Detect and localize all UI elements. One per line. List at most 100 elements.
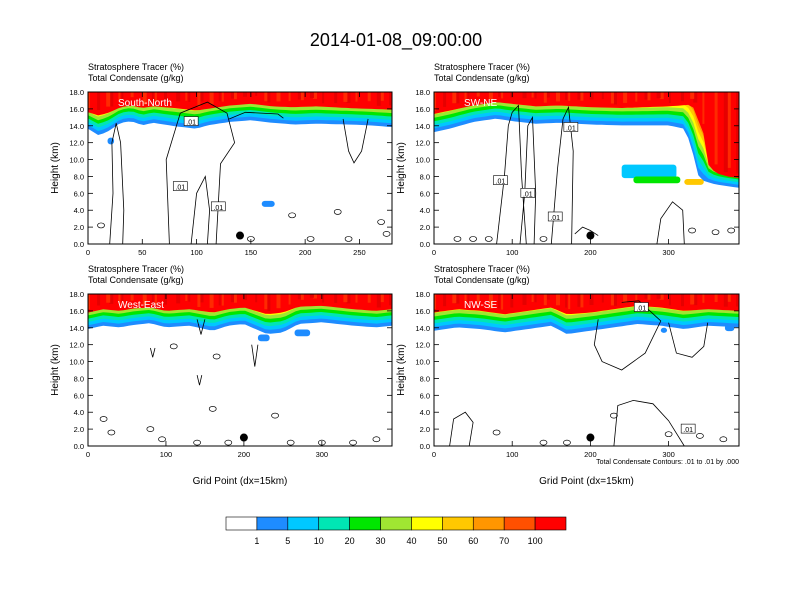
tracer-streak [498,294,501,309]
condensate-contour [288,212,296,219]
panel-3: West-East Stratosphere Tracer (%)Total Co… [50,264,393,487]
tracer-streak [681,92,684,102]
contour-footnote: Total Condensate Contours: .01 to .01 by… [596,459,739,466]
y-axis-label: Height (km) [396,344,407,396]
tracer-streak [614,92,617,105]
panel-title-condensate: Total Condensate (g/kg) [434,73,530,83]
tracer-streak [635,294,638,301]
condensate-contour [539,439,548,446]
tracer-streak [200,92,204,102]
tracer-streak [434,294,436,310]
tracer-streak [467,92,470,100]
tracer-streak [501,92,504,99]
x-tick-label: 200 [238,450,251,459]
contour-label: .01 [683,427,693,434]
tracer-streak [714,294,718,302]
tracer-streak [736,92,738,174]
tracer-streak [556,92,560,102]
tracer-streak [221,294,224,306]
tracer-streak [154,92,157,103]
x-tick-label: 0 [86,248,90,257]
condensate-contour [333,209,342,215]
contour-label: .01 [496,179,506,186]
colorbar-label: 50 [437,536,447,546]
tracer-streak [164,294,167,305]
y-tick-label: 12.0 [415,139,430,148]
y-tick-label: 12.0 [69,341,84,350]
tracer-streak [693,294,698,306]
y-tick-label: 10.0 [69,156,84,165]
tracer-patch [257,334,270,342]
y-tick-label: 0.0 [74,240,84,249]
tracer-streak [434,92,436,111]
colorbar-swatch [318,516,350,531]
tracer-streak [736,294,738,307]
tracer-streak [534,294,537,303]
contour-label-box [210,201,226,212]
tracer-streak [367,294,371,303]
tracer-streak [176,294,181,304]
tracer-streak [577,294,581,307]
tracer-streak [656,92,661,99]
tracer-streak [106,92,111,107]
y-tick-label: 0.0 [74,442,84,451]
colorbar-swatch [256,516,289,531]
tracer-streak [726,294,731,302]
tracer-streak [580,92,584,101]
colorbar-label: 70 [499,536,509,546]
tracer-streak [176,92,181,102]
section-label: NW-SE [464,300,497,311]
tracer-streak [702,294,705,303]
colorbar-swatch [534,516,567,531]
tracer-streak [452,92,457,104]
plot-frame [87,91,393,245]
tracer-streak [476,294,480,303]
location-marker [586,433,595,442]
contour-label: .01 [550,215,560,222]
tracer-streak [300,294,304,300]
colorbar-label: 60 [468,536,478,546]
tracer-streak [118,92,121,101]
condensate-contour [550,105,574,244]
tracer-streak [589,92,594,100]
tracer-streak [610,294,614,306]
tracer-streak [659,92,664,100]
tracer-streak [568,92,571,101]
tracer-streak [723,294,728,307]
tracer-streak [568,294,571,310]
location-marker [239,433,248,442]
plot-area: South-North .01 .01 .01 [88,92,392,244]
tracer-streak [243,92,247,97]
tracer-streak [543,294,547,306]
tracer-streak [601,92,604,100]
y-tick-label: 16.0 [69,105,84,114]
colorbar-swatch [349,516,381,531]
condensate-contour [150,347,156,358]
colorbar-swatch [411,516,443,531]
plot-frame [87,293,393,447]
tracer-streak [702,92,705,124]
panel-title-condensate: Total Condensate (g/kg) [88,73,184,83]
condensate-contour [342,118,369,164]
condensate-contour [169,343,178,350]
y-tick-label: 2.0 [74,425,84,434]
y-tick-label: 0.0 [420,240,430,249]
tracer-streak [367,92,371,102]
tracer-streak [376,92,381,106]
y-tick-label: 2.0 [420,223,430,232]
tracer-streak [151,294,154,303]
panel-title-condensate: Total Condensate (g/kg) [88,275,184,285]
y-tick-label: 4.0 [74,206,84,215]
x-tick-label: 300 [662,248,675,257]
tracer-streak [580,294,584,308]
tracer-streak [288,92,291,102]
tracer-streak [355,294,358,303]
condensate-contour [382,231,391,237]
tracer-streak [647,294,651,300]
condensate-contour [492,429,501,436]
condensate-contour [344,236,353,242]
tracer-patch [684,178,704,185]
tracer-patch [724,324,735,332]
y-tick-label: 6.0 [74,391,84,400]
